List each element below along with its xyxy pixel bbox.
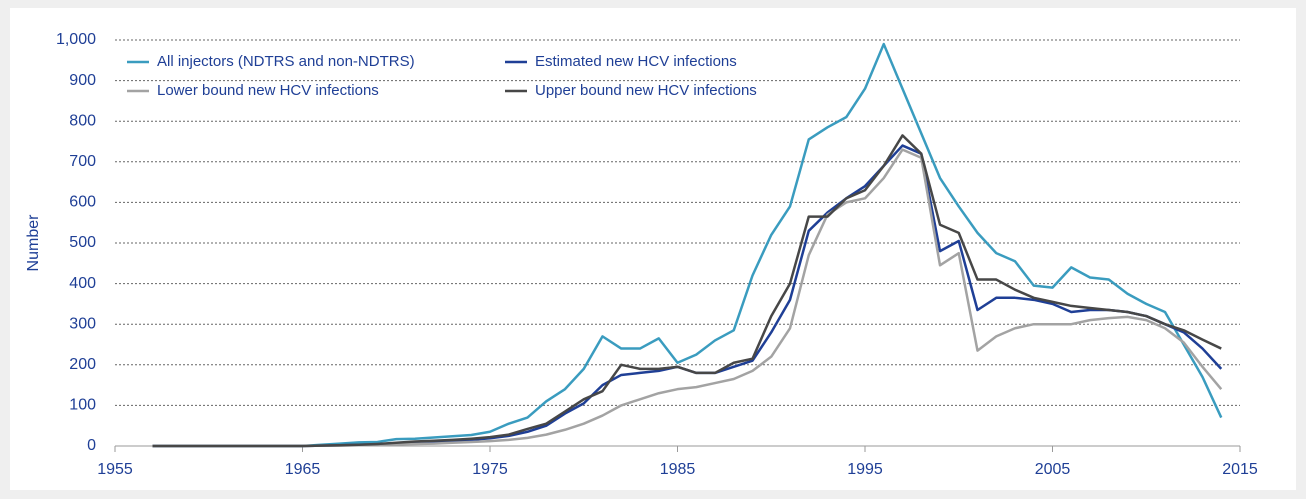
- x-tick-label: 2005: [1035, 461, 1071, 478]
- y-tick-label: 100: [69, 397, 96, 414]
- y-tick-label: 900: [69, 72, 96, 89]
- x-tick-label: 1975: [472, 461, 508, 478]
- x-tick-label: 1985: [660, 461, 696, 478]
- x-tick-label: 2015: [1222, 461, 1258, 478]
- y-tick-label: 300: [69, 315, 96, 332]
- y-tick-label: 0: [87, 437, 96, 454]
- legend-label: Lower bound new HCV infections: [157, 82, 379, 99]
- x-tick-label: 1995: [847, 461, 883, 478]
- legend-label: Estimated new HCV infections: [535, 53, 737, 70]
- y-axis-title: Number: [25, 214, 42, 272]
- series-line: [152, 134, 1222, 448]
- legend-label: All injectors (NDTRS and non-NDTRS): [157, 53, 415, 70]
- x-tick-label: 1955: [97, 461, 133, 478]
- x-tick-label: 1965: [285, 461, 321, 478]
- y-tick-label: 800: [69, 112, 96, 129]
- y-tick-label: 400: [69, 275, 96, 292]
- y-tick-label: 1,000: [56, 31, 96, 48]
- chart-panel: [10, 8, 1296, 490]
- y-tick-label: 600: [69, 194, 96, 211]
- y-tick-label: 700: [69, 153, 96, 170]
- y-tick-label: 500: [69, 234, 96, 251]
- legend-label: Upper bound new HCV infections: [535, 82, 757, 99]
- y-tick-label: 200: [69, 356, 96, 373]
